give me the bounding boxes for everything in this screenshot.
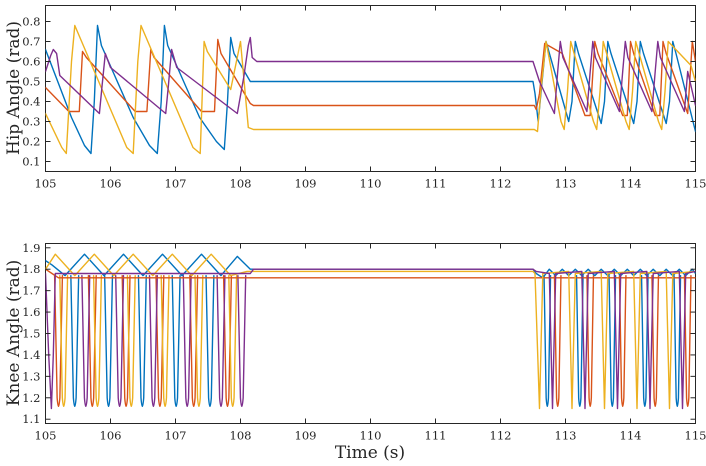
time-xlabel: Time (s) (335, 443, 405, 463)
knee-spike-1-0 (59, 274, 69, 408)
knee-angle-panel: 1.1 1.2 1.3 1.4 1.5 1.6 1.7 1.8 1.9 105 106 107 108… (4, 241, 706, 463)
knee-angle-y-ticks: 1.1 1.2 1.3 1.4 1.5 1.6 1.7 1.8 1.9 (22, 241, 696, 426)
hip-ytick-label: 0.7 (22, 35, 40, 49)
knee-xtick-label: 110 (360, 429, 382, 443)
knee-xtick-label: 107 (165, 429, 187, 443)
hip-series-line-2 (45, 24, 696, 155)
knee-spike-1-3 (160, 274, 170, 408)
hip-angle-series-group (45, 24, 696, 155)
hip-angle-y-ticks: 0.1 0.2 0.3 0.4 0.5 0.6 0.7 0.8 (22, 15, 696, 169)
knee-spike-4-4 (683, 274, 692, 408)
knee-spike-3-0 (81, 274, 91, 408)
knee-series-line-3 (45, 268, 696, 410)
knee-spike-3-2 (148, 274, 158, 408)
hip-ytick-label: 0.6 (22, 55, 40, 69)
knee-angle-ylabel: Knee Angle (rad) (4, 260, 24, 407)
knee-spike-5-1 (575, 274, 584, 408)
hip-ytick-label: 0.8 (22, 15, 40, 29)
knee-spike-2-3 (171, 274, 181, 408)
knee-spike-5-4 (673, 274, 682, 408)
knee-spike-2-2 (137, 274, 147, 408)
hip-xtick-label: 113 (555, 177, 577, 191)
knee-spike-3-1 (115, 274, 125, 408)
knee-series-line-1 (45, 268, 696, 279)
knee-xtick-label: 114 (620, 429, 642, 443)
knee-ytick-label: 1.5 (22, 327, 40, 341)
knee-ytick-label: 1.6 (22, 305, 40, 319)
knee-xtick-label: 115 (685, 429, 706, 443)
knee-spike-1-5 (228, 274, 238, 408)
knee-spike-5-0 (543, 274, 552, 408)
hip-ytick-label: 0.1 (22, 155, 40, 169)
knee-series-line-2 (45, 253, 696, 410)
knee-spike-0-0 (53, 274, 64, 408)
knee-ytick-label: 1.3 (22, 369, 40, 383)
knee-ytick-label: 1.4 (22, 348, 40, 362)
knee-xtick-label: 108 (230, 429, 252, 443)
hip-ytick-label: 0.3 (22, 115, 40, 129)
knee-spike-0-3 (155, 274, 165, 408)
knee-angle-series-group (45, 253, 696, 410)
hip-xtick-label: 109 (295, 177, 317, 191)
knee-spike-4-0 (553, 274, 562, 408)
knee-xtick-label: 105 (35, 429, 57, 443)
hip-angle-panel: 0.1 0.2 0.3 0.4 0.5 0.6 0.7 0.8 105 106 107 108 109… (4, 5, 706, 191)
hip-xtick-label: 110 (360, 177, 382, 191)
hip-xtick-label: 108 (230, 177, 252, 191)
knee-spike-1-2 (126, 274, 136, 408)
knee-spike-0-2 (121, 274, 131, 408)
knee-xtick-label: 111 (425, 429, 447, 443)
knee-spike-1-1 (92, 274, 103, 408)
hip-ytick-label: 0.2 (22, 135, 40, 149)
hip-xtick-label: 111 (425, 177, 447, 191)
knee-spike-4-2 (618, 274, 627, 408)
hip-angle-ylabel: Hip Angle (rad) (4, 21, 24, 155)
knee-spike-5-2 (608, 274, 617, 408)
hip-ytick-label: 0.5 (22, 75, 40, 89)
hip-series-line-1 (45, 38, 696, 117)
knee-xtick-label: 113 (555, 429, 577, 443)
knee-xtick-label: 106 (100, 429, 122, 443)
knee-ytick-label: 1.1 (22, 412, 40, 426)
knee-spike-0-5 (222, 274, 233, 408)
knee-spike-0-4 (189, 274, 199, 408)
knee-ytick-label: 1.9 (22, 241, 40, 255)
knee-spike-2-4 (205, 274, 215, 408)
knee-spike-3-4 (216, 274, 226, 408)
knee-ytick-label: 1.8 (22, 262, 40, 276)
knee-spike-5-3 (640, 274, 649, 408)
knee-spike-4-3 (651, 274, 660, 408)
knee-series-line-0 (45, 253, 696, 279)
knee-xtick-label: 109 (295, 429, 317, 443)
knee-spike-4-1 (586, 274, 595, 408)
knee-ytick-label: 1.7 (22, 284, 40, 298)
knee-xtick-label: 112 (490, 429, 512, 443)
knee-spike-1-4 (194, 274, 204, 408)
hip-angle-x-ticks: 105 106 107 108 109 110 111 112 113 114 115 (35, 5, 706, 191)
hip-xtick-label: 105 (35, 177, 57, 191)
hip-series-line-3 (45, 36, 696, 115)
knee-spike-2-1 (103, 274, 114, 408)
hip-xtick-label: 112 (490, 177, 512, 191)
hip-series-line-0 (45, 24, 696, 155)
hip-xtick-label: 106 (100, 177, 122, 191)
knee-angle-plot-frame (45, 243, 696, 424)
knee-spike-3-5 (237, 274, 247, 408)
hip-xtick-label: 107 (165, 177, 187, 191)
knee-angle-x-ticks: 105 106 107 108 109 110 111 112 113 114 115 (35, 243, 706, 443)
hip-xtick-label: 115 (685, 177, 706, 191)
knee-spike-3-3 (182, 274, 192, 408)
knee-ytick-label: 1.2 (22, 391, 40, 405)
knee-spike-0-1 (87, 274, 97, 408)
hip-ytick-label: 0.4 (22, 95, 40, 109)
knee-spike-2-0 (70, 274, 80, 408)
hip-xtick-label: 114 (620, 177, 642, 191)
